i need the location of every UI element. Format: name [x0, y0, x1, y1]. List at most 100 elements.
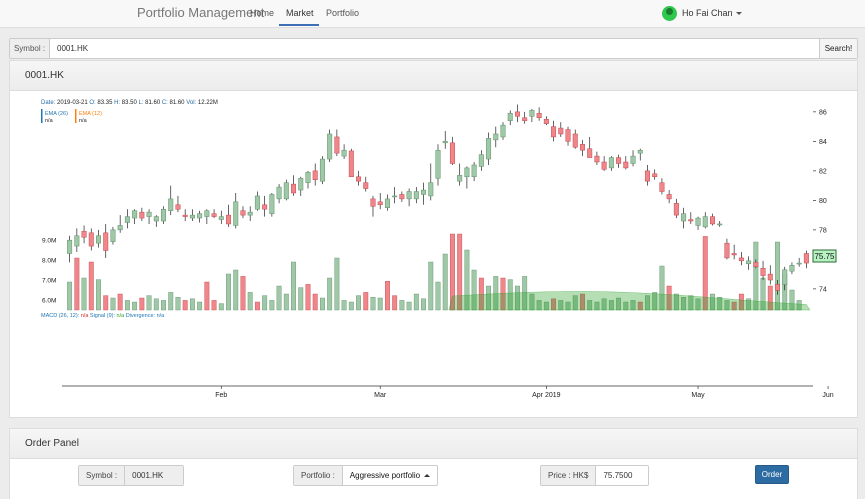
volume-bar	[363, 292, 369, 311]
portfolio-dropdown[interactable]: Aggressive portfolio	[343, 466, 437, 485]
volume-bar	[413, 293, 419, 311]
candle	[406, 188, 412, 207]
candle	[370, 195, 376, 217]
volume-bar	[153, 298, 159, 311]
price-tick-label: 80	[819, 198, 827, 205]
nav-link-portfolio[interactable]: Portfolio	[326, 8, 360, 18]
candle	[363, 176, 369, 192]
candle	[659, 178, 665, 195]
caret-up-icon	[424, 474, 431, 478]
caret-down-icon	[735, 11, 742, 15]
tooltip-low-label: L:	[138, 100, 143, 106]
volume-bar	[435, 281, 441, 311]
candle	[88, 228, 94, 251]
candle	[283, 179, 289, 201]
candle	[666, 190, 672, 204]
volume-tick-label: 8.0M	[42, 258, 56, 265]
volume-bar	[67, 281, 73, 311]
last-price-marker: 75.75	[812, 249, 837, 263]
volume-bar	[262, 295, 268, 311]
volume-bar	[442, 253, 448, 311]
ema-26-value: n/a	[45, 118, 54, 124]
nav-link-market[interactable]: Market	[286, 8, 314, 18]
candle	[247, 206, 253, 222]
volume-bar	[298, 287, 304, 311]
volume-bar	[81, 277, 87, 311]
candle	[399, 191, 405, 202]
tooltip-open: 83.35	[97, 100, 113, 106]
volume-bar	[428, 261, 434, 311]
volume-bar	[168, 292, 174, 311]
nav-link-home[interactable]: Home	[250, 8, 275, 18]
x-tick-label: Mar	[374, 392, 387, 399]
order-panel: Order Panel Symbol : 0001.HK Portfolio :…	[9, 428, 858, 499]
order-symbol-label: Symbol :	[79, 466, 126, 485]
ohlc-tooltip: Date: 2019-03-21 O: 83.35 H: 83.50 L: 81…	[41, 100, 218, 106]
candle	[457, 163, 463, 186]
candle	[514, 104, 520, 123]
candle	[189, 209, 195, 222]
candle	[348, 148, 354, 178]
candle	[594, 151, 600, 165]
volume-bar	[377, 297, 383, 311]
candle	[428, 163, 434, 201]
order-price-input[interactable]: 75.7500	[603, 471, 633, 480]
tooltip-close: 81.60	[170, 100, 186, 106]
candle	[233, 192, 239, 229]
candle	[608, 156, 614, 171]
candle	[738, 251, 744, 266]
volume-bar	[197, 301, 203, 311]
order-symbol-group: Symbol : 0001.HK	[78, 465, 185, 486]
volume-bar	[305, 284, 311, 311]
volume-bar	[233, 269, 239, 311]
tooltip-vol: 12.22M	[198, 100, 218, 106]
candle	[269, 192, 275, 217]
brand-title[interactable]: Portfolio Management	[137, 5, 265, 20]
order-button[interactable]: Order	[755, 465, 789, 484]
candle	[211, 209, 217, 219]
chart-panel: 0001.HK Feb Mar Apr 2019 May Jun 86 84 82 80 78 7…	[9, 60, 858, 418]
volume-bar	[88, 261, 94, 311]
candle	[67, 235, 73, 263]
candle	[486, 132, 492, 165]
tooltip-open-label: O:	[89, 100, 96, 106]
ema-12-label: EMA (12)	[79, 111, 102, 117]
candle	[298, 176, 304, 196]
order-price-label: Price : HK$	[541, 466, 597, 485]
candle	[688, 212, 694, 224]
candle	[500, 122, 506, 140]
candle	[421, 182, 427, 205]
candle	[695, 216, 701, 230]
volume-bar	[753, 241, 759, 311]
volume-bar	[399, 300, 405, 311]
x-tick-label: Feb	[215, 392, 227, 399]
price-tick-label: 84	[819, 139, 827, 146]
volume-bar	[218, 303, 224, 311]
candle	[74, 228, 80, 252]
candle	[327, 129, 333, 163]
candle	[204, 209, 210, 224]
volume-bar	[775, 241, 780, 311]
volume-bar	[204, 281, 210, 311]
user-menu[interactable]: Ho Fai Chan	[662, 4, 742, 22]
tooltip-close-label: C:	[162, 100, 168, 106]
candle	[197, 210, 203, 223]
volume-bar	[348, 301, 354, 311]
candle	[442, 131, 448, 149]
candle	[262, 195, 268, 217]
candle	[218, 210, 224, 224]
volume-bar	[96, 279, 101, 311]
order-price-group: Price : HK$ 75.7500	[540, 465, 650, 486]
volume-bar	[356, 295, 361, 311]
order-portfolio-group: Portfolio : Aggressive portfolio	[293, 465, 439, 486]
candle	[377, 192, 383, 210]
candle	[543, 116, 549, 126]
candlesticks	[67, 104, 809, 295]
candle	[356, 170, 362, 186]
x-tick-label: Apr 2019	[532, 392, 561, 399]
search-button[interactable]: Search!	[819, 39, 857, 58]
tooltip-date-label: Date:	[41, 100, 56, 106]
symbol-search-input[interactable]	[57, 39, 757, 58]
volume-bar	[161, 300, 166, 311]
